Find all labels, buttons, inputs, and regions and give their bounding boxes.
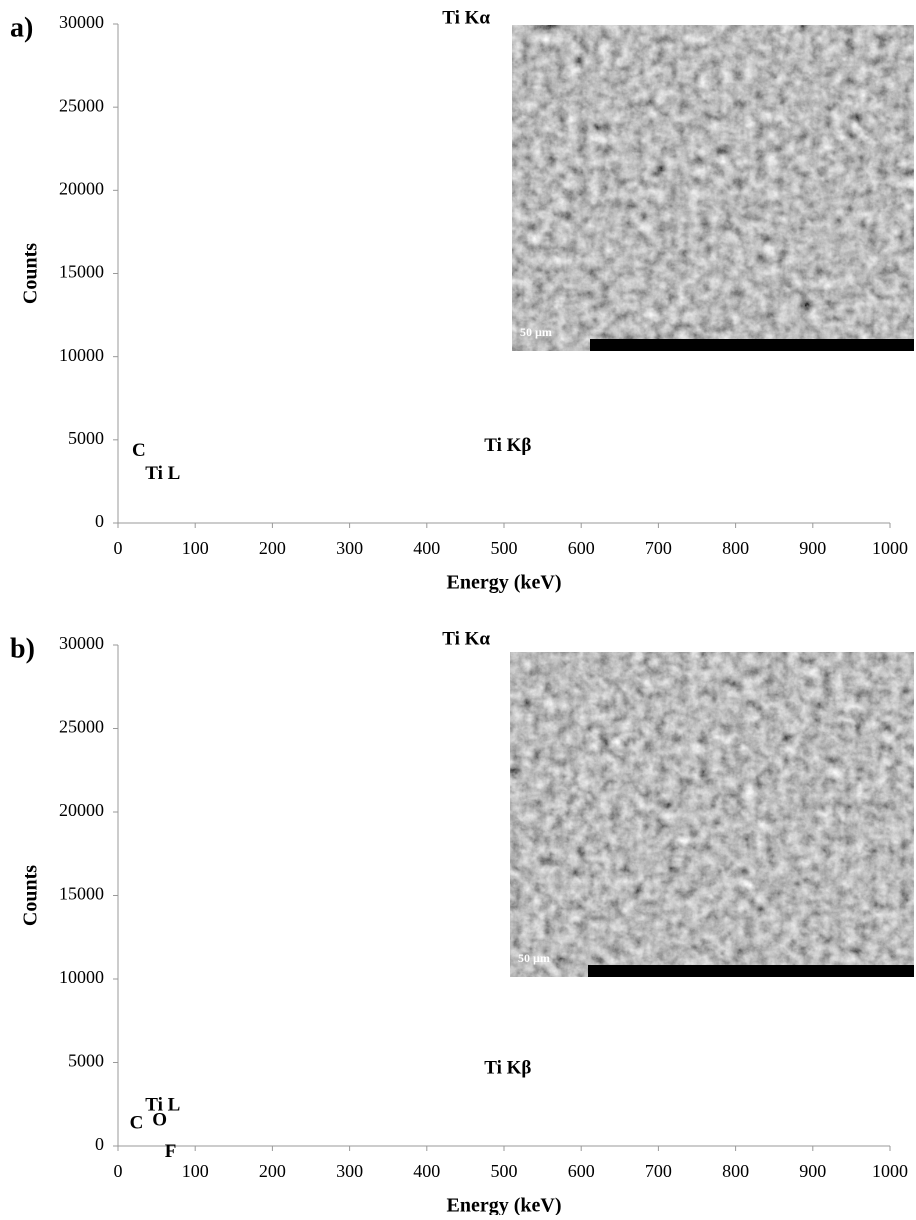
x-tick-label: 1000 [872, 1161, 908, 1181]
y-tick-label: 20000 [59, 800, 104, 820]
x-tick-label: 100 [182, 1161, 209, 1181]
peak-label: Ti Kβ [484, 435, 531, 456]
x-tick-label: 500 [491, 1161, 518, 1181]
sem-image [512, 25, 914, 351]
y-tick-label: 10000 [59, 345, 104, 365]
y-tick-label: 15000 [59, 884, 104, 904]
x-tick-label: 200 [259, 1161, 286, 1181]
x-tick-label: 800 [722, 538, 749, 558]
scale-bar [590, 339, 914, 351]
y-axis-title: Counts [20, 243, 42, 304]
x-axis-title: Energy (keV) [447, 572, 562, 594]
peak-label: Ti L [145, 1094, 180, 1115]
x-tick-label: 400 [413, 1161, 440, 1181]
x-tick-label: 700 [645, 538, 672, 558]
x-axis-title: Energy (keV) [447, 1195, 562, 1215]
x-tick-label: 0 [114, 1161, 123, 1181]
peak-label: F [165, 1141, 177, 1162]
y-tick-label: 20000 [59, 178, 104, 198]
scale-bar-label: 50 µm [520, 325, 552, 339]
x-tick-label: 1000 [872, 538, 908, 558]
y-tick-label: 10000 [59, 967, 104, 987]
x-tick-label: 300 [336, 538, 363, 558]
x-tick-label: 800 [722, 1161, 749, 1181]
y-tick-label: 0 [95, 1134, 104, 1154]
peak-label: C [132, 440, 146, 461]
sem-image [510, 652, 914, 977]
x-tick-label: 900 [799, 1161, 826, 1181]
x-tick-label: 600 [568, 538, 595, 558]
x-tick-label: 100 [182, 538, 209, 558]
scale-bar-label: 50 µm [518, 951, 550, 965]
y-tick-label: 5000 [68, 428, 104, 448]
x-tick-label: 0 [114, 538, 123, 558]
x-tick-label: 700 [645, 1161, 672, 1181]
x-tick-label: 300 [336, 1161, 363, 1181]
y-tick-label: 30000 [59, 12, 104, 32]
y-tick-label: 25000 [59, 717, 104, 737]
peak-label: Ti L [145, 463, 180, 484]
y-axis-title: Counts [20, 865, 42, 926]
peak-label: Ti Kβ [484, 1058, 531, 1079]
x-tick-label: 600 [568, 1161, 595, 1181]
panel-label: b) [10, 633, 35, 664]
panel-label: a) [10, 12, 33, 43]
peak-label: C [130, 1113, 144, 1134]
y-tick-label: 30000 [59, 633, 104, 653]
peak-label: Ti Kα [442, 628, 490, 649]
peak-label: O [152, 1109, 167, 1130]
y-tick-label: 15000 [59, 262, 104, 282]
x-tick-label: 400 [413, 538, 440, 558]
x-tick-label: 500 [491, 538, 518, 558]
x-tick-label: 200 [259, 538, 286, 558]
peak-label: Ti Kα [442, 7, 490, 28]
y-tick-label: 25000 [59, 95, 104, 115]
scale-bar [588, 965, 914, 977]
y-tick-label: 5000 [68, 1051, 104, 1071]
x-tick-label: 900 [799, 538, 826, 558]
y-tick-label: 0 [95, 511, 104, 531]
